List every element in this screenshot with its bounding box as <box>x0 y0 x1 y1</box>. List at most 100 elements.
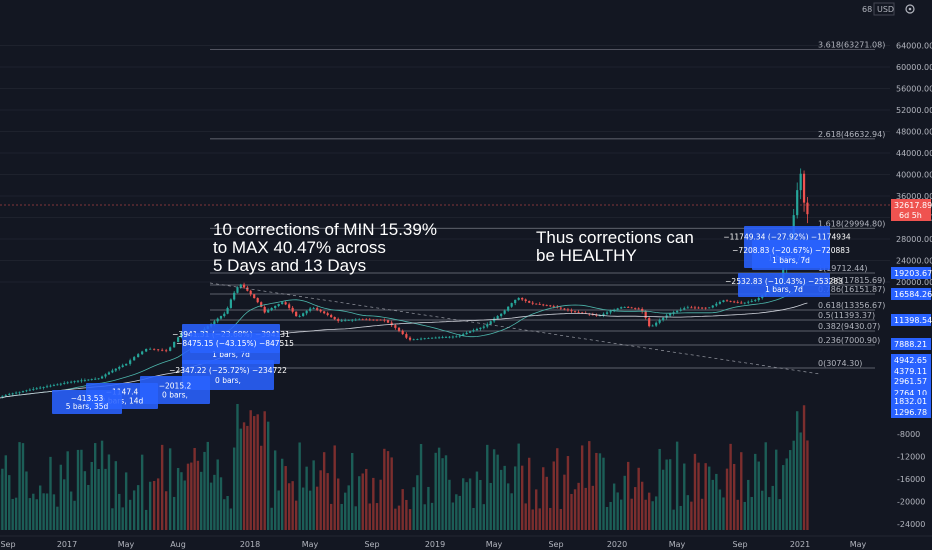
candle-body <box>312 308 315 309</box>
volume-bar <box>66 451 69 530</box>
candle-body <box>337 319 340 321</box>
candle-body <box>430 337 434 339</box>
volume-bar <box>513 466 517 530</box>
candle-body <box>679 309 682 311</box>
candle-body <box>361 319 364 321</box>
volume-bar <box>708 466 711 530</box>
price-axis[interactable]: 64000.00 60000.00 56000.00 52000.00 48000.00… <box>891 42 932 530</box>
candle-body <box>340 320 343 322</box>
volume-bar <box>344 492 347 530</box>
candle-body <box>665 315 668 318</box>
volume-bar <box>301 487 305 530</box>
candle-body <box>260 302 263 307</box>
volume-bar <box>556 448 559 530</box>
price-tag <box>891 395 931 407</box>
volume-bar <box>651 501 654 530</box>
candle-body <box>493 318 496 322</box>
volume-bar <box>329 503 333 530</box>
fib-label: 0.786(16151.87) <box>818 285 885 294</box>
volume-bar <box>492 449 496 530</box>
volume-bar <box>365 468 368 530</box>
candle-body <box>605 312 609 314</box>
volume-bar <box>97 468 100 530</box>
volume-bar <box>475 471 479 530</box>
price-tick-label: 56000.00 <box>896 85 932 94</box>
candle-body <box>686 307 689 309</box>
settings-gear-icon[interactable] <box>905 4 915 14</box>
correction-box-text: 0 bars, <box>162 391 188 400</box>
time-axis[interactable]: Sep 2017 May Aug 2018 May Sep 2019 May Sep 2020 May… <box>0 535 932 549</box>
currency-box[interactable] <box>873 2 895 16</box>
candle-body <box>697 307 700 309</box>
candle-body <box>8 394 11 396</box>
correction-box-text: −8475.15 (−43.15%) −847515 <box>176 339 294 348</box>
price-tag <box>891 365 931 377</box>
ma-short <box>0 281 808 399</box>
candle-body <box>570 310 573 312</box>
candle-body <box>32 389 35 390</box>
candle-body <box>598 315 602 317</box>
volume-bar <box>11 498 14 530</box>
volume-bar <box>465 482 468 530</box>
candle-body <box>351 319 354 321</box>
volume-bar <box>315 486 319 530</box>
volume-bar <box>18 442 21 530</box>
volume-bar <box>232 447 236 530</box>
candle-body <box>368 319 371 321</box>
volume-bar <box>675 441 679 530</box>
candle-body <box>623 307 626 308</box>
candle-body <box>416 339 419 340</box>
candle-body <box>386 320 390 323</box>
candle-body <box>637 308 640 310</box>
candle-body <box>542 304 545 306</box>
candle-body <box>129 360 132 364</box>
candle-body <box>49 385 52 387</box>
volume-bar <box>441 458 444 530</box>
volume-bar <box>736 499 739 530</box>
time-tick-label: 2021 <box>790 540 810 549</box>
volume-bar <box>80 449 83 530</box>
candle-body <box>284 302 287 305</box>
volume-tick-label: -20000 <box>897 498 925 507</box>
volume-bar <box>372 477 375 530</box>
volume-bar <box>489 482 492 530</box>
candle-body <box>239 284 242 288</box>
candle-body <box>514 299 517 304</box>
volume-bar <box>277 490 280 530</box>
candle-body <box>711 305 714 308</box>
volume-bar <box>263 411 266 530</box>
price-tag-label: 1832.01 <box>894 397 927 406</box>
volume-bar <box>510 493 513 530</box>
volume-bar <box>209 482 213 530</box>
candle-body <box>333 317 336 320</box>
price-tag <box>891 288 931 300</box>
candle-body <box>94 378 97 380</box>
candle-body <box>718 302 722 304</box>
candle-body <box>323 311 326 314</box>
price-tag-label: 7888.21 <box>894 340 927 349</box>
fib-label: 0(3074.30) <box>818 359 862 368</box>
candle-body <box>263 306 266 313</box>
volume-bar <box>771 485 774 530</box>
axis-top-value: 68 <box>862 5 872 14</box>
candle-body <box>740 302 743 304</box>
correction-box-text: −1147.4 <box>106 388 139 397</box>
candle-body <box>52 385 56 386</box>
candle-body <box>39 387 42 389</box>
volume-bar <box>124 472 128 530</box>
candle-body <box>256 298 259 303</box>
candle-body <box>683 308 686 310</box>
candle-body <box>479 327 482 329</box>
volume-bar <box>172 496 176 530</box>
volume-bar <box>654 496 658 530</box>
volume-bar <box>423 504 426 530</box>
volume-bar <box>729 443 732 530</box>
price-tick-label: 52000.00 <box>896 106 932 115</box>
candle-body <box>267 310 270 313</box>
correction-box-text: 1 bars, 7d <box>772 256 810 265</box>
volume-bar <box>100 440 104 530</box>
candle-body <box>145 348 148 352</box>
volume-bar <box>570 493 573 530</box>
candle-body <box>25 390 28 392</box>
